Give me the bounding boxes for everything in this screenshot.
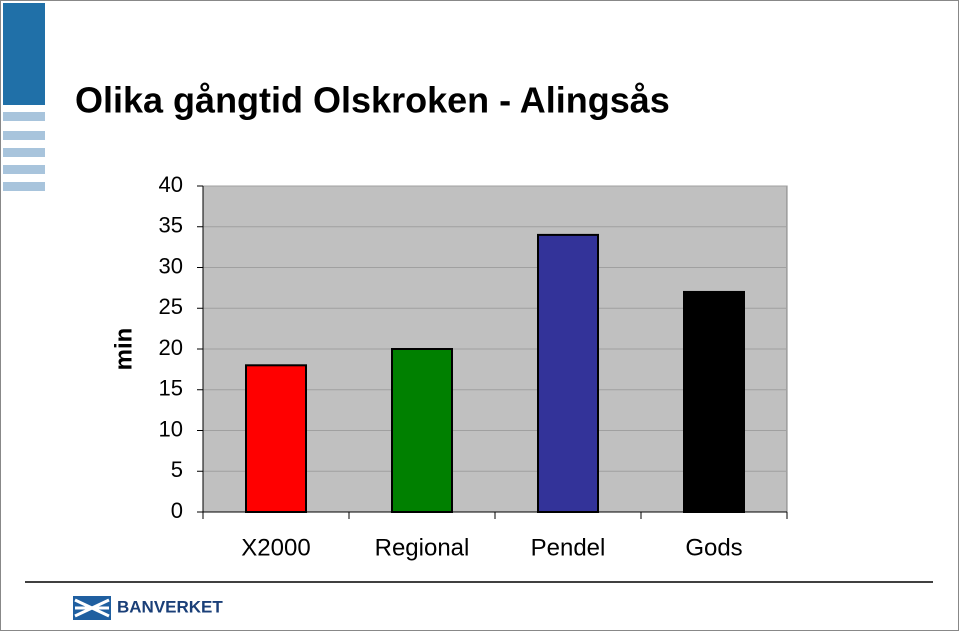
y-tick-label: 5 xyxy=(171,457,183,482)
bar xyxy=(245,364,307,513)
bar xyxy=(537,233,599,513)
slide-title: Olika gångtid Olskroken - Alingsås xyxy=(75,80,670,121)
logo-text: BANVERKET xyxy=(117,597,223,616)
y-tick-label: 0 xyxy=(171,498,183,523)
y-tick-label: 10 xyxy=(159,416,183,441)
bar xyxy=(683,290,745,514)
y-tick-label: 40 xyxy=(159,172,183,197)
accent-stripes xyxy=(3,112,45,191)
y-tick-label: 30 xyxy=(159,253,183,278)
chart: 0 5 10 15 20 25 30 35 40 X2000 Regional Pendel Gods xyxy=(159,172,788,561)
y-tick-label: 20 xyxy=(159,335,183,360)
x-tick-label: X2000 xyxy=(241,534,310,561)
y-tick-label: 15 xyxy=(159,376,183,401)
x-tick-label: Gods xyxy=(685,534,742,561)
y-tick-label: 25 xyxy=(159,294,183,319)
x-tick-label: Regional xyxy=(375,534,470,561)
accent-block xyxy=(3,3,45,105)
logo-mark xyxy=(73,596,111,620)
bar xyxy=(391,348,453,513)
x-tick-label: Pendel xyxy=(531,534,606,561)
y-axis-label: min xyxy=(110,328,137,371)
y-tick-label: 35 xyxy=(159,213,183,238)
